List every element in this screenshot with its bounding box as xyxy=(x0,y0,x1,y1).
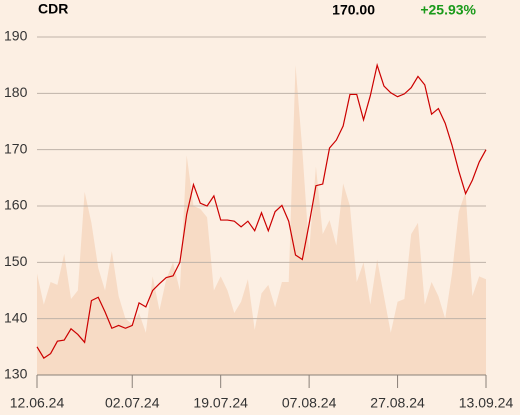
y-tick-label: 190 xyxy=(4,28,28,44)
x-tick-label: 27.08.24 xyxy=(370,395,425,411)
x-tick-label: 13.09.24 xyxy=(459,395,514,411)
y-tick-label: 140 xyxy=(4,309,28,325)
y-tick-label: 160 xyxy=(4,197,28,213)
volume-area xyxy=(37,65,486,376)
x-tick-label: 12.06.24 xyxy=(10,395,65,411)
price-line xyxy=(36,62,487,359)
x-tick-label: 07.08.24 xyxy=(282,395,337,411)
y-tick-label: 150 xyxy=(4,253,28,269)
x-tick-label: 19.07.24 xyxy=(193,395,248,411)
symbol: CDR xyxy=(38,1,68,17)
y-tick-label: 130 xyxy=(4,366,28,382)
x-tick-label: 02.07.24 xyxy=(105,395,160,411)
y-tick-label: 170 xyxy=(4,140,28,156)
change: +25.93% xyxy=(420,2,476,18)
y-tick-label: 180 xyxy=(4,84,28,100)
last-price: 170.00 xyxy=(332,2,375,18)
